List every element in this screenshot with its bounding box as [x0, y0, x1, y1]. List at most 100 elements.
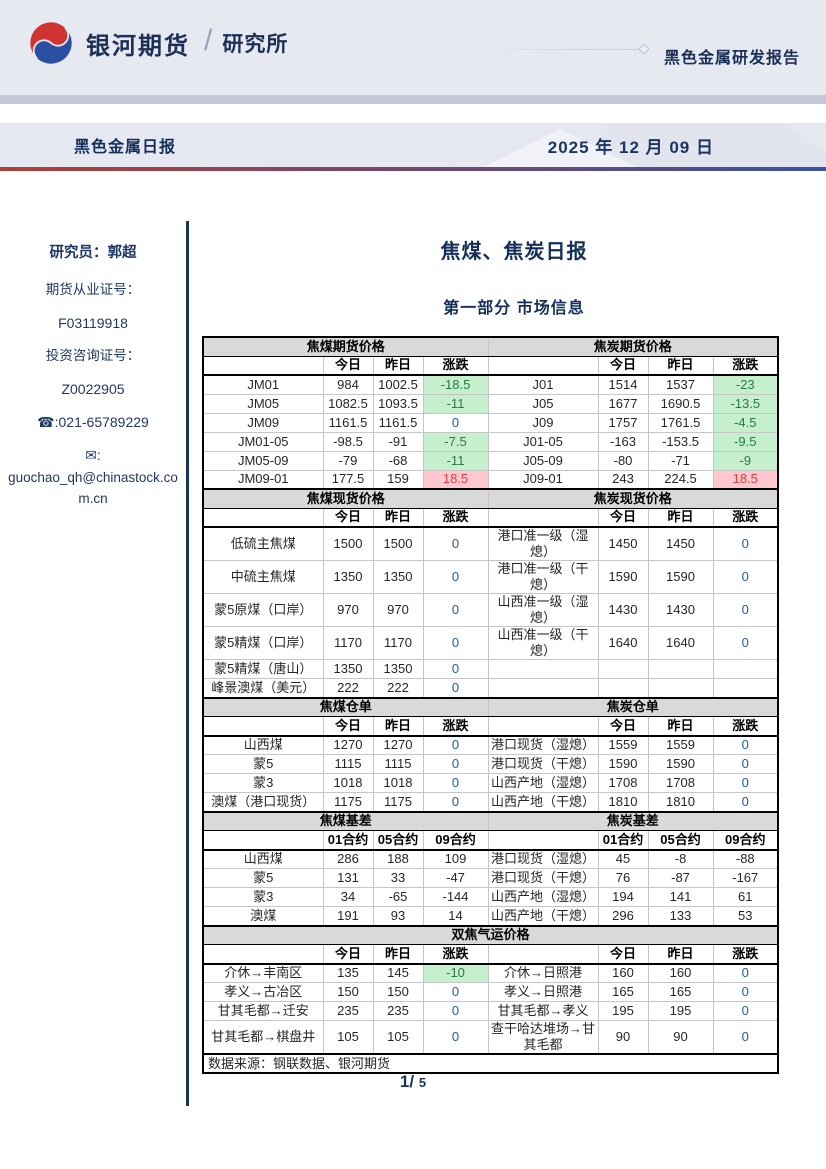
value-cell: 90 [647, 1020, 714, 1055]
change-cell: 0 [712, 560, 779, 594]
row-label: 港口准一级（湿熄） [487, 526, 599, 561]
galaxy-futures-logo-icon [30, 22, 72, 64]
value-cell: 160 [647, 963, 714, 983]
value-cell: 970 [372, 593, 424, 627]
column-header: 今日 [597, 355, 649, 376]
row-label: J05 [487, 393, 599, 414]
table-section-row: 焦煤基差 焦炭基差 [202, 810, 779, 831]
table-row: 峰景澳煤（美元） 222 222 0 [202, 678, 779, 698]
column-header: 05合约 [647, 830, 714, 851]
value-cell: 53 [712, 906, 779, 926]
value-cell: 1450 [597, 526, 649, 561]
value-cell: 76 [597, 868, 649, 888]
change-cell: 0 [422, 754, 489, 774]
value-cell: 1590 [647, 560, 714, 594]
row-label: J09-01 [487, 469, 599, 490]
brand-institute: 研究所 [222, 33, 289, 56]
row-label: 港口现货（湿熄） [487, 735, 599, 755]
value-cell: -47 [422, 868, 489, 888]
diamond-icon [638, 43, 650, 55]
value-cell: 150 [322, 982, 374, 1002]
table-section-row: 双焦气运价格 [202, 924, 779, 945]
change-cell: -4.5 [712, 412, 779, 433]
value-cell: 1430 [597, 593, 649, 627]
table-row: 中硫主焦煤 1350 1350 0 港口准一级（干熄） 1590 1590 0 [202, 560, 779, 594]
header-gap [0, 104, 826, 123]
row-label: J01 [487, 374, 599, 395]
row-label: 蒙5 [202, 754, 324, 774]
row-label: 山西准一级（干熄） [487, 626, 599, 660]
column-header [202, 507, 324, 528]
value-cell: 165 [597, 982, 649, 1002]
row-label [487, 678, 599, 698]
table-section-title: 焦炭基差 [487, 810, 779, 831]
value-cell: 177.5 [322, 469, 374, 490]
value-cell: 1590 [597, 560, 649, 594]
value-cell: 131 [322, 868, 374, 888]
table-row: 低硫主焦煤 1500 1500 0 港口准一级（湿熄） 1450 1450 0 [202, 526, 779, 561]
row-label: 孝义→古冶区 [202, 982, 324, 1002]
table-row: 山西煤 286 188 109 港口现货（湿熄） 45 -8 -88 [202, 849, 779, 869]
doc-date: 2025 年 12 月 09 日 [547, 137, 714, 157]
table-row: JM05-09 -79 -68 -11 J05-09 -80 -71 -9 [202, 450, 779, 471]
value-cell: 1757 [597, 412, 649, 433]
table-section-title: 双焦气运价格 [202, 924, 779, 945]
value-cell: 222 [322, 678, 374, 698]
value-cell: -80 [597, 450, 649, 471]
value-cell: 1677 [597, 393, 649, 414]
value-cell: 1093.5 [372, 393, 424, 414]
row-label: 蒙3 [202, 773, 324, 793]
change-cell: 0 [712, 526, 779, 561]
value-cell: 165 [647, 982, 714, 1002]
value-cell: 235 [372, 1001, 424, 1021]
row-label: 港口现货（湿熄） [487, 849, 599, 869]
table-section-title: 焦煤现货价格 [202, 488, 489, 509]
change-cell: 0 [422, 792, 489, 812]
change-cell: 0 [422, 678, 489, 698]
value-cell: 970 [322, 593, 374, 627]
change-cell: 0 [712, 735, 779, 755]
cert2-value: Z0022905 [61, 381, 125, 397]
brand-slash: / [204, 24, 213, 57]
column-header [202, 944, 324, 965]
phone-row: ☎:021-65789229 [8, 412, 178, 432]
row-label: 山西煤 [202, 849, 324, 869]
row-label: 澳煤 [202, 906, 324, 926]
change-cell: -13.5 [712, 393, 779, 414]
value-cell: 235 [322, 1001, 374, 1021]
column-header: 涨跌 [712, 944, 779, 965]
row-label: JM01-05 [202, 431, 324, 452]
value-cell: 34 [322, 887, 374, 907]
column-header: 涨跌 [422, 355, 489, 376]
change-cell: -11 [422, 450, 489, 471]
value-cell: 1350 [372, 560, 424, 594]
value-cell: 1115 [322, 754, 374, 774]
report-type: 黑色金属研发报告 [467, 30, 800, 68]
email-address[interactable]: guochao_qh@chinastock.com.cn [8, 470, 178, 506]
mail-icon: ✉ [85, 447, 97, 463]
column-header: 昨日 [647, 944, 714, 965]
table-row: 蒙5 131 33 -47 港口现货（干熄） 76 -87 -167 [202, 868, 779, 888]
column-header: 昨日 [647, 355, 714, 376]
value-cell: 1270 [372, 735, 424, 755]
value-cell: 222 [372, 678, 424, 698]
column-header: 昨日 [647, 507, 714, 528]
value-cell: 1590 [647, 754, 714, 774]
mail-row: ✉: [8, 445, 178, 465]
phone-number: :021-65789229 [54, 414, 149, 430]
change-cell: -10 [422, 963, 489, 983]
table-source-row: 数据来源：钢联数据、银河期货 [202, 1053, 779, 1074]
column-header: 涨跌 [712, 716, 779, 737]
table-row: JM09 1161.5 1161.5 0 J09 1757 1761.5 -4.5 [202, 412, 779, 433]
change-cell: 0 [422, 412, 489, 433]
value-cell: -167 [712, 868, 779, 888]
value-cell: 1708 [647, 773, 714, 793]
value-cell: 191 [322, 906, 374, 926]
row-label: 山西产地（湿熄） [487, 773, 599, 793]
table-section-title: 焦煤期货价格 [202, 336, 489, 357]
table-section-row: 焦煤仓单 焦炭仓单 [202, 696, 779, 717]
table-section-title: 焦炭仓单 [487, 696, 779, 717]
row-label: JM09-01 [202, 469, 324, 490]
value-cell: 1690.5 [647, 393, 714, 414]
